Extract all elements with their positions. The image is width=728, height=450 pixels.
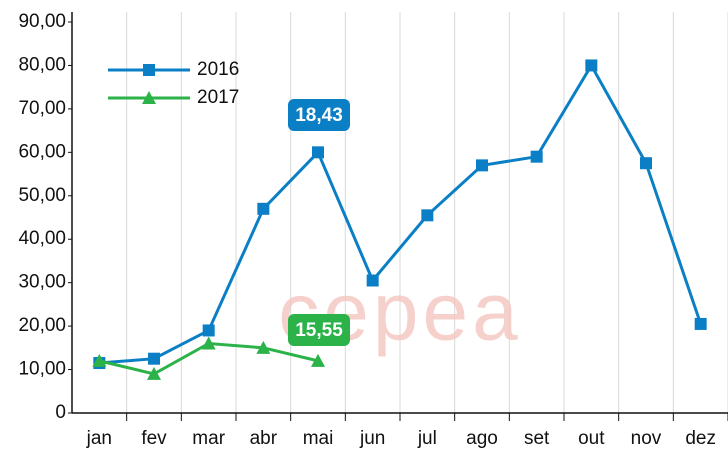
marker [203,324,215,336]
marker [312,146,324,158]
marker [367,274,379,286]
x-tick-label: out [578,428,605,449]
marker [476,159,488,171]
annotation: 15,55 [295,320,343,341]
x-tick-label: mai [303,428,334,449]
x-tick-label: fev [141,428,167,449]
marker [421,209,433,221]
y-tick-label: 40,00 [18,228,66,249]
y-tick-label: 50,00 [18,185,66,206]
x-tick-label: set [524,428,550,449]
y-tick-label: 70,00 [18,98,66,119]
marker [585,59,597,71]
legend-label: 2017 [197,87,239,108]
legend-label: 2016 [197,59,239,80]
marker [695,318,707,330]
x-tick-label: nov [631,428,662,449]
marker [531,151,543,163]
x-tick-label: abr [250,428,278,449]
marker [148,353,160,365]
y-tick-label: 10,00 [18,359,66,380]
y-tick-label: 30,00 [18,272,66,293]
marker [143,64,155,76]
x-tick-label: jan [86,428,112,449]
y-tick-label: 20,00 [18,315,66,336]
x-tick-label: ago [466,428,498,449]
y-tick-label: 60,00 [18,141,66,162]
y-tick-label: 90,00 [18,11,66,32]
annotation: 18,43 [295,105,343,126]
marker [257,203,269,215]
x-tick-label: jul [417,428,437,449]
x-tick-label: dez [685,428,716,449]
y-tick-label: 80,00 [18,54,66,75]
x-tick-label: jun [359,428,385,449]
x-tick-label: mar [192,428,225,449]
y-tick-label: 0 [55,402,66,423]
marker [640,157,652,169]
chart: cepea010,0020,0030,0040,0050,0060,0070,0… [0,0,728,450]
